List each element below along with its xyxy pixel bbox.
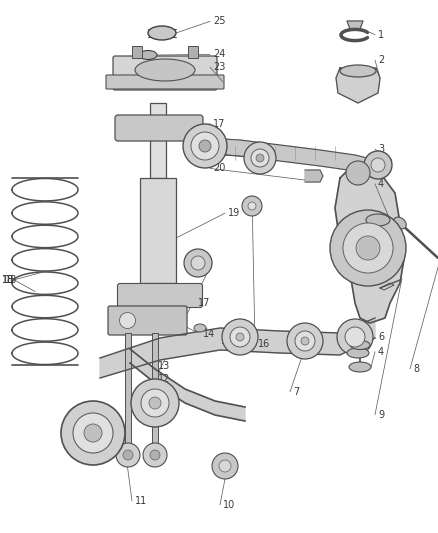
Text: 14: 14 [203,329,215,339]
Text: 23: 23 [213,62,226,72]
Circle shape [236,333,244,341]
Text: 22: 22 [213,134,226,143]
Polygon shape [335,168,405,323]
Text: 1: 1 [378,30,384,39]
Circle shape [230,327,250,347]
Ellipse shape [350,341,370,350]
Text: 9: 9 [378,410,384,419]
Ellipse shape [347,348,369,358]
Ellipse shape [366,214,390,226]
Text: 17: 17 [213,119,226,128]
Circle shape [343,223,393,273]
Circle shape [251,149,269,167]
Circle shape [143,443,167,467]
Polygon shape [305,170,323,182]
Polygon shape [347,21,363,29]
Text: 18: 18 [2,275,14,285]
Polygon shape [130,349,245,421]
Bar [150,103,166,178]
Circle shape [61,401,125,465]
Circle shape [301,337,309,345]
Circle shape [219,460,231,472]
Circle shape [84,424,102,442]
Bar [188,46,198,58]
Text: 25: 25 [213,17,226,26]
Text: 17: 17 [198,298,210,308]
Circle shape [330,210,406,286]
Ellipse shape [139,51,157,60]
Bar [140,178,176,283]
Circle shape [191,132,219,160]
Polygon shape [380,283,394,290]
Text: 6: 6 [378,332,384,342]
Circle shape [222,319,258,355]
Ellipse shape [366,214,390,226]
Text: 5: 5 [378,223,384,233]
Text: 21: 21 [213,148,226,157]
Text: 2: 2 [378,55,384,65]
Circle shape [345,327,365,347]
Text: 8: 8 [413,364,419,374]
Circle shape [73,413,113,453]
Text: 11: 11 [135,496,147,506]
Text: 13: 13 [158,361,170,370]
FancyBboxPatch shape [108,306,187,335]
Text: 3: 3 [378,144,384,154]
Circle shape [116,443,140,467]
Bar [125,333,131,453]
Ellipse shape [349,362,371,372]
Circle shape [356,236,380,260]
Circle shape [256,154,264,162]
Circle shape [123,450,133,460]
Circle shape [150,450,160,460]
Circle shape [191,256,205,270]
Circle shape [295,331,315,351]
Circle shape [346,161,370,185]
Text: 16: 16 [258,339,270,349]
FancyBboxPatch shape [113,56,217,90]
Circle shape [371,158,385,172]
Polygon shape [336,68,380,103]
Circle shape [287,323,323,359]
Polygon shape [205,138,375,176]
FancyBboxPatch shape [106,75,224,89]
FancyBboxPatch shape [115,115,203,141]
FancyBboxPatch shape [117,284,202,308]
Text: 19: 19 [228,208,240,218]
Ellipse shape [394,217,406,229]
Circle shape [337,319,373,355]
Text: 18: 18 [2,275,14,285]
Circle shape [364,151,392,179]
Text: 12: 12 [158,375,170,384]
Bar [152,333,158,453]
Circle shape [120,312,135,328]
Circle shape [244,142,276,174]
Text: 4: 4 [378,347,384,357]
Ellipse shape [135,59,195,81]
Circle shape [141,389,169,417]
Circle shape [199,140,211,152]
Text: 10: 10 [223,500,235,510]
Text: 18: 18 [5,275,17,285]
Text: 15: 15 [221,336,233,346]
Text: 7: 7 [293,387,299,397]
Circle shape [149,397,161,409]
Ellipse shape [194,324,206,332]
Circle shape [183,124,227,168]
Text: 24: 24 [213,50,226,59]
Bar [132,46,142,58]
Text: 20: 20 [213,164,226,173]
Circle shape [242,196,262,216]
Ellipse shape [148,26,176,40]
Circle shape [131,379,179,427]
Circle shape [212,453,238,479]
Ellipse shape [340,65,376,77]
Circle shape [248,202,256,210]
Circle shape [184,249,212,277]
Polygon shape [100,318,375,378]
Text: 4: 4 [378,179,384,189]
